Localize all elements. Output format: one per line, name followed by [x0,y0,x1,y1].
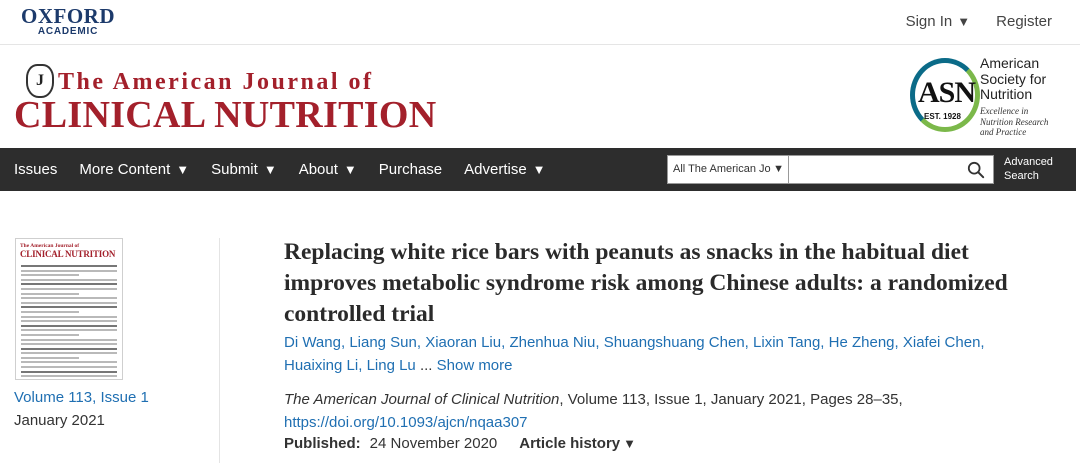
nav-item-submit[interactable]: Submit ▼ [211,161,277,178]
publication-info: Published: 24 November 2020 Article hist… [284,435,636,452]
authors-ellipsis: ... [415,356,437,374]
caret-down-icon: ▼ [957,14,971,29]
publisher-sub: ACADEMIC [37,26,99,37]
cover-title-big: CLINICAL NUTRITION [20,249,116,259]
sign-in-label: Sign In [905,13,953,30]
search-input[interactable] [789,155,994,184]
caret-down-icon: ▼ [623,436,637,451]
issue-cover-image[interactable]: The American Journal of CLINICAL NUTRITI… [15,238,123,380]
register-link[interactable]: Register [996,13,1052,30]
search-icon[interactable] [967,161,985,179]
author-link[interactable]: Zhenhua Niu [509,334,596,351]
author-link[interactable]: Shuangshuang Chen [603,334,745,351]
nav-label: Purchase [378,161,443,178]
journal-title-line2: CLINICAL NUTRITION [14,94,437,136]
author-link[interactable]: Di Wang [284,334,341,351]
published-date: 24 November 2020 [369,435,498,452]
author-link[interactable]: He Zheng [828,334,895,351]
nav-items: Issues More Content ▼ Submit ▼ About ▼ Purc… [14,148,568,191]
caret-down-icon: ▼ [532,162,546,177]
citation-journal: The American Journal of Clinical Nutriti… [284,391,560,408]
column-divider [219,238,220,463]
nav-label: More Content [79,161,171,178]
society-name: American Society for Nutrition [980,55,1047,103]
article-history-toggle[interactable]: Article history ▼ [519,435,636,452]
publisher-name: OXFORD [21,4,115,28]
journal-banner: J The American Journal of CLINICAL NUTRI… [0,46,1080,148]
doi-link[interactable]: https://doi.org/10.1093/ajcn/nqaa307 [284,413,528,431]
asn-logo[interactable]: ASN EST. 1928 American Society for Nutri… [910,55,1070,142]
caret-down-icon: ▼ [176,162,190,177]
article-history-label: Article history [519,435,621,452]
nav-item-issues[interactable]: Issues [14,161,57,178]
citation: The American Journal of Clinical Nutriti… [284,389,1064,434]
journal-emblem-icon: J [26,64,54,98]
journal-title-line1: The American Journal of [58,69,374,95]
society-name-line: American [980,55,1040,71]
asn-logo-text: ASN [918,76,976,109]
advanced-search-line: Advanced [1004,156,1053,168]
asn-ring-icon [910,58,980,132]
nav-label: Advertise [464,161,527,178]
author-link[interactable]: Lixin Tang [753,334,821,351]
main-nav: Issues More Content ▼ Submit ▼ About ▼ Purc… [0,148,1076,191]
advanced-search-line: Search [1004,169,1039,182]
caret-down-icon: ▼ [263,162,277,177]
tagline-line: and Practice [980,127,1027,137]
caret-down-icon: ▼ [343,162,357,177]
advanced-search-link[interactable]: Advanced Search [1004,156,1053,183]
show-more-authors-button[interactable]: Show more [436,356,513,374]
asn-est: EST. 1928 [924,112,961,121]
nav-item-more-content[interactable]: More Content ▼ [79,161,189,178]
author-link[interactable]: Liang Sun [349,334,417,351]
author-list: Di Wang, Liang Sun, Xiaoran Liu, Zhenhua… [284,334,985,374]
search-scope-select[interactable]: All The American Jou ▼ [667,155,789,184]
society-tagline: Excellence in Nutrition Research and Pra… [980,106,1048,138]
issue-volume-link[interactable]: Volume 113, Issue 1 [14,389,149,406]
top-bar: OXFORD ACADEMIC Sign In ▼ Register [0,0,1080,45]
tagline-line: Nutrition Research [980,116,1049,127]
author-link[interactable]: Ling Lu [366,356,416,374]
cover-contents [21,265,117,379]
author-link[interactable]: Xiafei Chen [902,334,981,351]
author-link[interactable]: Xiaoran Liu [425,334,502,351]
nav-label: Issues [14,161,58,178]
author-link[interactable]: Huaixing Li [284,356,359,374]
nav-item-about[interactable]: About ▼ [299,161,357,178]
cover-title-small: The American Journal of [20,243,80,249]
published-label: Published: [284,435,361,452]
issue-date: January 2021 [14,412,105,429]
search-scope-value: All The American Jou [673,163,777,175]
caret-down-icon: ▼ [771,163,784,175]
asn-emblem: ASN EST. 1928 [910,58,980,132]
sign-in-button[interactable]: Sign In ▼ [906,13,971,30]
nav-item-advertise[interactable]: Advertise ▼ [464,161,545,178]
user-links: Sign In ▼ Register [906,13,1052,30]
citation-details: , Volume 113, Issue 1, January 2021, Pag… [559,391,903,408]
nav-item-purchase[interactable]: Purchase [379,161,442,178]
article-title: Replacing white rice bars with peanuts a… [284,239,1008,327]
oxford-academic-logo[interactable]: OXFORD ACADEMIC [14,5,122,37]
nav-label: About [298,161,338,178]
society-name-line: Society for [980,70,1047,87]
nav-label: Submit [211,161,258,178]
society-name-line: Nutrition [980,86,1033,102]
tagline-line: Excellence in [980,106,1029,116]
journal-logo[interactable]: J The American Journal of CLINICAL NUTRI… [14,64,437,136]
